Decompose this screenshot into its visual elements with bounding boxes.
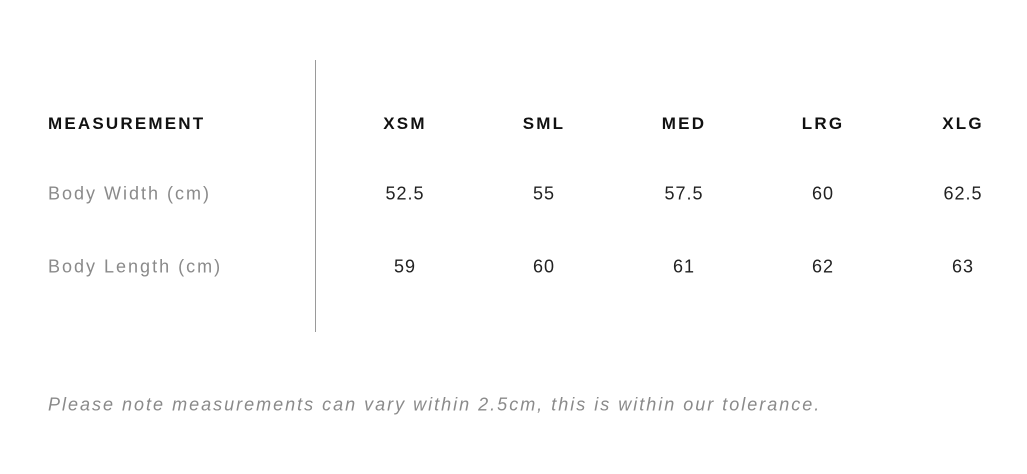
measurement-header: MEASUREMENT [48,114,206,133]
table-cell: 63 [951,256,975,277]
table-cell: 57.5 [664,183,704,204]
size-header-sml: SML [522,114,566,133]
table-cell: 60 [532,256,556,277]
table-cell: 55 [532,183,556,204]
table-cell: 60 [811,183,835,204]
table-cell: 59 [393,256,417,277]
table-cell: 62.5 [943,183,983,204]
tolerance-note: Please note measurements can vary within… [48,394,822,415]
size-header-med: MED [661,114,707,133]
table-cell: 62 [811,256,835,277]
column-divider [315,60,316,332]
table-cell: 61 [672,256,696,277]
row-label-body-width: Body Width (cm) [48,183,212,204]
size-header-lrg: LRG [801,114,845,133]
size-header-xsm: XSM [383,114,427,133]
table-cell: 52.5 [385,183,425,204]
row-label-body-length: Body Length (cm) [48,256,223,277]
size-header-xlg: XLG [942,114,984,133]
